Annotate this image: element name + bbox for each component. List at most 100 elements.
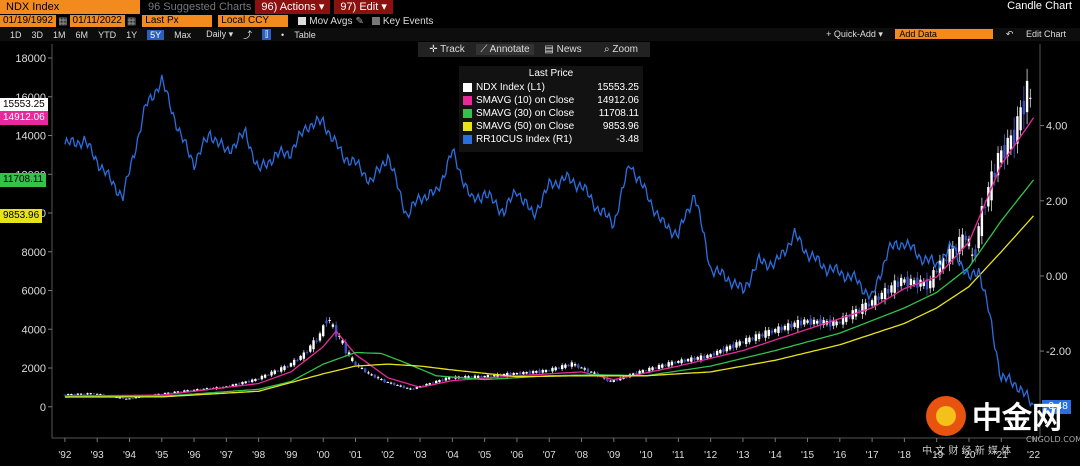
candle-body: [657, 365, 661, 369]
candle-body: [131, 398, 134, 400]
candle-chart-icon[interactable]: ⫿: [262, 29, 272, 40]
x-tick-label: '09: [607, 450, 620, 461]
candle-body: [741, 341, 745, 343]
undo-icon[interactable]: ↶: [1005, 29, 1014, 39]
candle-body: [328, 320, 331, 322]
legend-swatch: [463, 96, 472, 105]
candle-body: [738, 341, 741, 346]
candle-body: [1000, 150, 1003, 163]
candle-body: [680, 359, 683, 364]
add-data-input[interactable]: Add Data: [895, 29, 994, 39]
last-value-badge: 9853.96: [0, 208, 43, 223]
x-tick-label: '17: [866, 450, 879, 461]
line-chart-icon[interactable]: ⤴: [243, 30, 253, 40]
calendar-icon[interactable]: ▦: [58, 15, 68, 27]
period-5y[interactable]: 5Y: [147, 29, 165, 40]
candle-body: [838, 322, 842, 324]
candle-body: [677, 360, 680, 363]
candle-body: [577, 364, 580, 368]
candle-body: [590, 371, 593, 373]
quick-add-button[interactable]: + Quick-Add ▾: [826, 29, 883, 39]
candle-body: [438, 380, 441, 383]
x-tick-label: '19: [930, 450, 943, 461]
period-1m[interactable]: 1M: [53, 29, 66, 40]
edit-menu[interactable]: 97) Edit ▾: [334, 0, 393, 14]
period-3d[interactable]: 3D: [31, 29, 44, 40]
frequency-select[interactable]: Daily ▾: [206, 29, 234, 39]
period-ytd[interactable]: YTD: [98, 29, 117, 40]
candle-body: [867, 303, 871, 307]
candle-body: [822, 320, 825, 325]
candle-body: [247, 380, 251, 383]
candle-body: [670, 361, 674, 366]
period-1y[interactable]: 1Y: [126, 29, 138, 40]
pencil-icon[interactable]: ✎: [355, 15, 364, 27]
x-tick-label: '21: [995, 450, 1008, 461]
tool-track[interactable]: ✛ Track: [429, 44, 465, 55]
x-tick-label: '16: [833, 450, 846, 461]
candle-body: [870, 300, 874, 306]
calendar-icon[interactable]: ▦: [126, 15, 137, 27]
y-right-tick-label: 4.00: [1046, 121, 1067, 133]
x-tick-label: '93: [91, 450, 104, 461]
suggested-charts-button[interactable]: 96 Suggested Charts: [148, 1, 252, 13]
candle-body: [703, 355, 706, 359]
candle-body: [693, 357, 696, 361]
candle-body: [612, 380, 616, 382]
end-date-field[interactable]: 01/11/2022: [69, 15, 125, 27]
legend-series-name: SMAVG (10) on Close: [476, 95, 575, 106]
period-1d[interactable]: 1D: [10, 29, 22, 40]
x-tick-label: '98: [252, 450, 265, 461]
y-right-tick-label: -2.00: [1046, 346, 1071, 358]
candle-body: [522, 372, 525, 375]
legend-item[interactable]: SMAVG (30) on Close 11708.11: [459, 107, 643, 120]
candle-body: [509, 373, 512, 376]
series-line-1: [64, 117, 1035, 397]
candle-body: [945, 259, 948, 261]
candle-body: [125, 398, 128, 400]
candle-body: [286, 366, 289, 368]
candle-body: [244, 381, 247, 384]
x-tick-label: '22: [1027, 450, 1040, 461]
candle-body: [299, 355, 302, 360]
edit-chart-button[interactable]: Edit Chart: [1025, 29, 1066, 39]
key-events-checkbox[interactable]: [371, 17, 380, 25]
legend-item[interactable]: RR10CUS Index (R1) -3.48: [459, 133, 643, 146]
tool-news[interactable]: ▤ News: [544, 44, 582, 55]
price-field-select[interactable]: Last Px: [142, 15, 213, 27]
period-max[interactable]: Max: [174, 29, 192, 40]
candle-body: [489, 375, 493, 377]
candle-body: [367, 372, 370, 374]
legend-swatch: [463, 135, 472, 144]
candle-body: [980, 206, 984, 237]
candle-body: [796, 319, 800, 328]
tool-annotate[interactable]: ⟋ Annotate: [476, 44, 534, 55]
candle-body: [783, 325, 787, 330]
period-6m[interactable]: 6M: [75, 29, 89, 40]
legend-item[interactable]: SMAVG (10) on Close 14912.06: [459, 94, 643, 107]
more-icon[interactable]: •: [281, 29, 285, 40]
x-tick-label: '05: [478, 450, 491, 461]
candle-body: [964, 235, 967, 241]
candle-body: [557, 367, 561, 369]
candle-body: [402, 385, 406, 388]
tool-zoom[interactable]: ⌕ Zoom: [604, 44, 638, 55]
start-date-field[interactable]: 01/19/1992: [0, 15, 57, 27]
ticker-field[interactable]: NDX Index: [0, 0, 140, 14]
legend-item[interactable]: SMAVG (50) on Close 9853.96: [459, 120, 643, 133]
chart-type-title: Candle Chart: [1007, 0, 1072, 12]
mov-avgs-checkbox[interactable]: [298, 17, 307, 25]
candle-body: [615, 379, 619, 381]
candle-body: [189, 390, 193, 392]
candle-body: [828, 319, 832, 327]
candle-body: [273, 370, 276, 374]
candle-body: [409, 388, 412, 390]
candle-body: [373, 374, 377, 378]
legend-item[interactable]: NDX Index (L1) 15553.25: [459, 81, 643, 94]
x-tick-label: '00: [317, 450, 330, 461]
currency-select[interactable]: Local CCY: [218, 15, 289, 27]
actions-menu[interactable]: 96) Actions ▾: [255, 0, 331, 14]
table-button[interactable]: Table: [294, 29, 316, 40]
x-tick-label: '08: [575, 450, 588, 461]
